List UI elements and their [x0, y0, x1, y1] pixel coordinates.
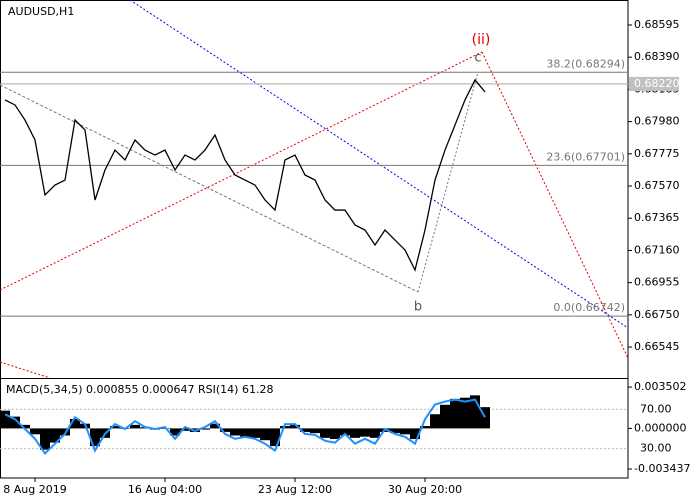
macd-bar [290, 424, 300, 429]
y-tick-label: 0.67980 [634, 115, 680, 128]
y-tick-label: 0.67775 [634, 147, 680, 160]
frame [0, 0, 629, 479]
macd-bar [400, 428, 410, 435]
macd-bar [50, 428, 60, 443]
channel-line [417, 71, 479, 293]
macd-bar [440, 404, 450, 429]
price-line [4, 78, 486, 272]
macd-bar [180, 428, 190, 431]
macd-bar [160, 428, 170, 429]
macd-bar [370, 428, 380, 438]
macd-bar [320, 428, 330, 438]
macd-bar [250, 428, 260, 438]
macd-bar [310, 428, 320, 434]
wave-label: (ii) [472, 32, 491, 48]
macd-bar [430, 414, 440, 429]
y-tick-label: -0.003437 [634, 462, 690, 475]
y-tick-label: 0.67160 [634, 243, 680, 256]
macd-bar [280, 426, 290, 429]
y-tick-label: 0.68390 [634, 50, 680, 63]
wave-label: b [414, 300, 422, 315]
y-tick-label: 0.67365 [634, 211, 680, 224]
fib-label: 0.0(0.66742) [553, 301, 625, 314]
macd-bar [20, 424, 30, 429]
y-tick-label: 0.66750 [634, 308, 680, 321]
macd-bar [230, 428, 240, 436]
macd-bar [350, 428, 360, 438]
x-tick-label: 30 Aug 20:00 [388, 483, 462, 496]
indicator-title: MACD(5,34,5) 0.000855 0.000647 RSI(14) 6… [6, 383, 273, 396]
rsi-line [4, 398, 486, 456]
y-tick-label: 0.66955 [634, 276, 680, 289]
wave-line [0, 361, 51, 379]
macd-bar [170, 428, 180, 436]
macd-bar [90, 428, 100, 447]
x-tick-label: 23 Aug 12:00 [258, 483, 332, 496]
macd-bar [420, 426, 430, 429]
macd-bar [110, 426, 120, 429]
y-tick-label: 0.66545 [634, 340, 680, 353]
x-tick-label: 8 Aug 2019 [3, 483, 66, 496]
y-tick-label: 0.000000 [634, 421, 687, 434]
y2-tick-label: 30.00 [640, 442, 672, 455]
macd-bar [450, 398, 460, 429]
macd-bar [480, 407, 490, 429]
macd-bar [470, 395, 480, 429]
y-tick-label: 0.67570 [634, 179, 680, 192]
y2-tick-label: 70.00 [640, 402, 672, 415]
macd-bar [220, 428, 230, 432]
last-price-label: 0.68220 [634, 77, 680, 90]
wave-line [481, 51, 629, 359]
macd-bar [410, 428, 420, 440]
channel-line [0, 84, 419, 293]
wave-label: c [474, 51, 481, 66]
macd-bar [300, 428, 310, 432]
macd-bar [360, 428, 370, 437]
wave-line [0, 51, 483, 291]
chart-title: AUDUSD,H1 [8, 5, 74, 18]
macd-bar [390, 428, 400, 434]
macd-bar [130, 424, 140, 429]
macd-bar [70, 418, 80, 429]
x-tick-label: 16 Aug 04:00 [128, 483, 202, 496]
macd-bar [260, 428, 270, 441]
macd-bar [270, 428, 280, 447]
y-tick-label: 0.003502 [634, 380, 687, 393]
macd-bar [200, 428, 210, 430]
macd-bar [0, 410, 10, 429]
macd-bar [10, 416, 20, 429]
fib-label: 23.6(0.67701) [546, 150, 625, 163]
trend-line [129, 0, 629, 329]
macd-bar [340, 428, 350, 436]
last-price-box [629, 76, 679, 91]
fib-label: 38.2(0.68294) [546, 57, 625, 70]
macd-bar [460, 397, 470, 429]
macd-bar [60, 428, 70, 436]
macd-bar [240, 428, 250, 437]
y-tick-label: 0.68595 [634, 18, 680, 31]
macd-bar [30, 428, 40, 435]
macd-bar [40, 428, 50, 450]
macd-bar [210, 423, 220, 429]
macd-bar [330, 428, 340, 440]
